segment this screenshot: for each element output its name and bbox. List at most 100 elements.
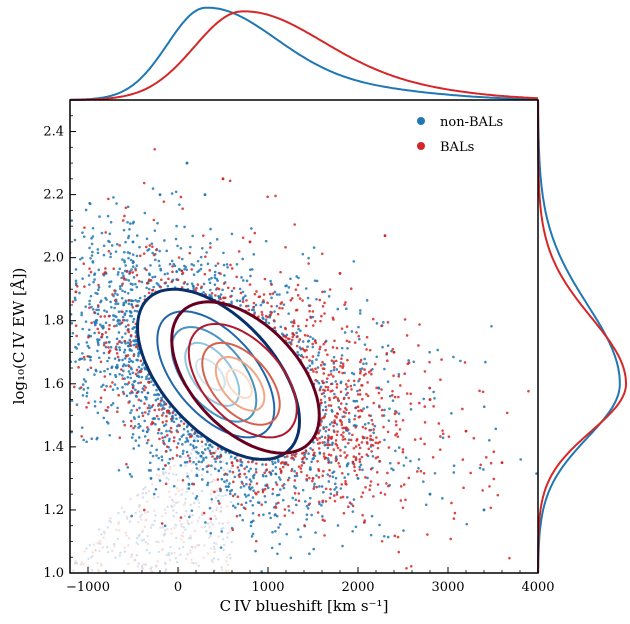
- scatter-point-bal: [368, 414, 371, 417]
- scatter-point-nonbal: [432, 390, 435, 394]
- scatter-point-nonbal: [282, 486, 286, 490]
- scatter-point-faint: [127, 537, 131, 540]
- scatter-point-nonbal: [131, 371, 135, 375]
- scatter-point-nonbal: [192, 286, 195, 290]
- scatter-point-faint: [144, 486, 147, 489]
- scatter-point-faint: [220, 527, 223, 530]
- scatter-point-nonbal: [241, 279, 245, 282]
- scatter-point-nonbal: [200, 246, 204, 250]
- scatter-point-bal: [341, 364, 345, 368]
- scatter-point-nonbal: [97, 268, 101, 272]
- scatter-point-faint: [194, 437, 197, 440]
- scatter-point-nonbal: [157, 456, 161, 460]
- scatter-point-nonbal: [195, 434, 199, 438]
- scatter-point-nonbal: [301, 340, 305, 343]
- scatter-point-bal: [447, 435, 451, 438]
- scatter-point-nonbal: [282, 303, 286, 306]
- scatter-point-bal: [358, 377, 361, 381]
- scatter-point-nonbal: [214, 264, 218, 268]
- scatter-point-faint: [125, 534, 128, 537]
- scatter-point-bal: [290, 297, 294, 300]
- scatter-point-nonbal: [335, 486, 338, 489]
- scatter-point-nonbal: [78, 357, 82, 361]
- scatter-point-nonbal: [343, 371, 346, 375]
- scatter-point-nonbal: [252, 476, 255, 480]
- scatter-point-bal: [142, 181, 146, 185]
- scatter-point-nonbal: [184, 440, 187, 444]
- scatter-point-nonbal: [305, 518, 309, 521]
- scatter-point-faint: [182, 503, 186, 507]
- scatter-point-faint: [105, 545, 109, 549]
- scatter-point-nonbal: [235, 299, 239, 302]
- scatter-point-nonbal: [346, 472, 350, 476]
- scatter-point-nonbal: [412, 360, 416, 364]
- scatter-point-nonbal: [225, 479, 229, 482]
- scatter-point-nonbal: [131, 320, 135, 324]
- scatter-point-faint: [219, 510, 223, 513]
- scatter-point-bal: [90, 321, 93, 325]
- scatter-point-faint: [173, 504, 176, 507]
- scatter-point-nonbal: [126, 236, 130, 240]
- scatter-point-faint: [184, 510, 188, 513]
- scatter-point-bal: [106, 406, 110, 409]
- scatter-point-nonbal: [278, 488, 282, 491]
- scatter-point-bal: [441, 429, 444, 432]
- scatter-point-bal: [321, 290, 324, 294]
- scatter-point-faint: [228, 457, 232, 460]
- scatter-point-bal: [358, 446, 362, 450]
- scatter-point-nonbal: [91, 226, 95, 230]
- scatter-point-nonbal: [175, 417, 178, 421]
- scatter-point-nonbal: [102, 253, 106, 257]
- scatter-point-bal: [398, 428, 402, 431]
- scatter-point-bal: [321, 474, 324, 478]
- scatter-point-faint: [91, 554, 94, 558]
- scatter-point-nonbal: [162, 400, 166, 404]
- scatter-point-nonbal: [126, 291, 130, 295]
- scatter-point-bal: [342, 431, 345, 434]
- scatter-point-nonbal: [129, 376, 133, 380]
- scatter-point-faint: [213, 547, 216, 551]
- scatter-point-nonbal: [329, 461, 333, 464]
- scatter-point-bal: [336, 446, 340, 450]
- scatter-point-nonbal: [397, 446, 401, 449]
- scatter-point-nonbal: [312, 246, 316, 249]
- scatter-point-faint: [80, 561, 84, 564]
- scatter-point-faint: [87, 557, 90, 560]
- scatter-point-faint: [186, 472, 189, 475]
- scatter-point-nonbal: [246, 304, 250, 308]
- scatter-point-faint: [174, 501, 178, 505]
- scatter-point-nonbal: [181, 443, 184, 446]
- scatter-point-nonbal: [167, 461, 170, 465]
- scatter-point-bal: [323, 457, 327, 460]
- scatter-point-nonbal: [101, 324, 105, 328]
- scatter-point-bal: [166, 433, 169, 437]
- scatter-point-faint: [202, 556, 205, 559]
- scatter-point-nonbal: [329, 369, 333, 373]
- scatter-point-nonbal: [219, 460, 222, 464]
- scatter-point-bal: [393, 534, 397, 538]
- scatter-point-bal: [380, 396, 384, 400]
- scatter-point-bal: [247, 308, 251, 312]
- scatter-point-faint: [73, 562, 77, 565]
- scatter-point-nonbal: [315, 279, 319, 283]
- scatter-point-bal: [107, 346, 110, 349]
- scatter-point-nonbal: [310, 360, 314, 363]
- scatter-point-bal: [226, 286, 230, 290]
- scatter-point-nonbal: [178, 438, 182, 441]
- scatter-point-nonbal: [363, 423, 367, 426]
- scatter-point-nonbal: [82, 378, 86, 381]
- scatter-point-nonbal: [107, 239, 110, 243]
- scatter-point-faint: [220, 566, 223, 569]
- scatter-point-faint: [216, 489, 219, 492]
- scatter-point-nonbal: [169, 448, 172, 452]
- scatter-point-nonbal: [168, 405, 172, 409]
- scatter-point-bal: [386, 359, 389, 362]
- scatter-point-nonbal: [108, 285, 111, 288]
- scatter-point-nonbal: [394, 449, 397, 453]
- scatter-point-nonbal: [354, 525, 358, 529]
- scatter-point-bal: [290, 469, 293, 473]
- scatter-point-nonbal: [96, 288, 100, 292]
- scatter-point-nonbal: [339, 361, 343, 365]
- scatter-point-nonbal: [157, 283, 160, 286]
- scatter-point-bal: [121, 219, 125, 222]
